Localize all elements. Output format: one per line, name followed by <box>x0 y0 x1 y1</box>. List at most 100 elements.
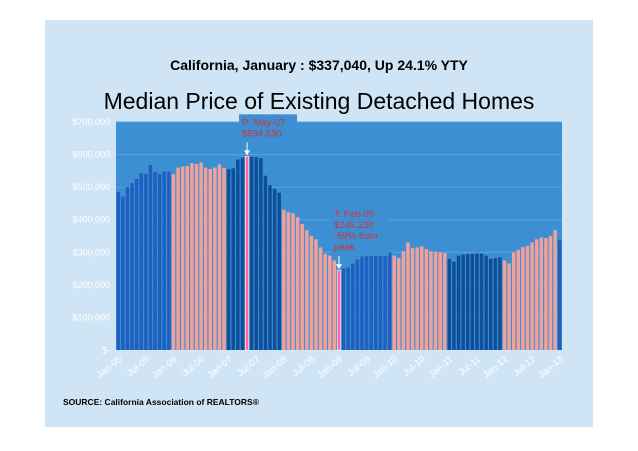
bar <box>511 252 516 350</box>
bar <box>557 240 562 350</box>
bar <box>433 251 438 350</box>
y-axis: $- $100,000 $200,000 $300,000 $400,000 $500,0… <box>72 117 110 355</box>
annotations: P: May-07$594,530 T: Feb-09$245,230-59% f… <box>239 114 389 270</box>
x-tick-label: Jan-13 <box>536 354 565 381</box>
bar <box>190 163 194 350</box>
bar <box>534 239 539 350</box>
bar <box>401 251 406 350</box>
annotation-text: -59% from <box>334 231 378 242</box>
bar <box>249 156 254 350</box>
bar <box>539 237 544 350</box>
bar <box>429 251 433 350</box>
annotation-text: $245,230 <box>334 220 374 231</box>
bar <box>475 253 479 350</box>
bar <box>217 164 222 350</box>
bar <box>300 223 304 350</box>
bar <box>323 253 327 350</box>
annotation-box <box>239 114 298 143</box>
chart-subtitle: California, January : $337,040, Up 24.1%… <box>170 57 468 73</box>
bar <box>328 255 332 350</box>
y-tick-label: $600,000 <box>72 150 110 160</box>
x-tick-label: Jan-08 <box>260 354 289 381</box>
x-tick-label: Jan-06 <box>150 354 179 381</box>
annotation-text: P: May-07 <box>242 117 285 128</box>
bar <box>351 263 355 350</box>
bar <box>484 255 488 350</box>
annotation-arrowhead <box>244 150 251 156</box>
annotation-text: peak <box>334 242 355 253</box>
x-tick-label: Jul-06 <box>180 354 207 379</box>
bar <box>208 168 213 350</box>
bar <box>502 260 507 350</box>
bar <box>153 172 157 350</box>
bar <box>226 169 231 350</box>
bar <box>277 192 281 350</box>
bar <box>461 254 465 350</box>
x-tick-label: Jan-07 <box>205 354 234 381</box>
x-tick-label: Jan-10 <box>371 354 400 381</box>
bar <box>259 158 263 350</box>
bar <box>369 252 373 350</box>
bar <box>213 167 217 350</box>
bar <box>488 258 493 350</box>
bar <box>167 171 171 350</box>
bar <box>530 242 534 350</box>
y-tick-label: $100,000 <box>72 312 110 322</box>
annotation-text: $594,530 <box>242 128 282 139</box>
x-tick-label: Jul-05 <box>125 354 152 379</box>
bar <box>424 249 429 350</box>
bar <box>318 247 323 350</box>
bar <box>171 174 176 350</box>
bar <box>263 175 268 350</box>
bar <box>116 192 121 350</box>
bar <box>447 258 452 350</box>
bar <box>180 166 185 350</box>
highlight-bar <box>336 269 342 351</box>
y-tick-label: $400,000 <box>72 215 110 225</box>
bar <box>125 187 130 350</box>
bar <box>383 251 387 350</box>
bar <box>162 171 167 350</box>
bar <box>222 167 226 350</box>
bar <box>157 174 162 350</box>
bar <box>443 252 447 350</box>
annotation-arrowhead <box>336 264 342 270</box>
bar <box>254 157 258 350</box>
bar <box>314 239 318 350</box>
bar <box>305 230 309 350</box>
bar <box>148 164 153 350</box>
bar <box>199 162 203 350</box>
source-note: SOURCE: California Association of REALTO… <box>63 397 259 407</box>
bar <box>332 260 337 350</box>
bar <box>291 213 295 350</box>
bar <box>456 255 461 350</box>
x-tick-label: Jul-07 <box>235 354 262 379</box>
y-tick-label: $200,000 <box>72 280 110 290</box>
chart-title: Median Price of Existing Detached Homes <box>103 88 535 114</box>
x-tick-label: Jul-10 <box>401 354 428 379</box>
y-tick-label: $- <box>102 345 110 355</box>
bar <box>346 267 350 350</box>
bar <box>378 252 383 350</box>
bar <box>410 248 415 350</box>
bar <box>236 159 240 350</box>
bar <box>397 258 401 350</box>
bar <box>341 268 346 350</box>
bar <box>387 252 392 350</box>
highlight-bar <box>244 156 250 351</box>
bar <box>516 249 521 350</box>
bar <box>240 157 245 350</box>
bar <box>465 254 470 350</box>
x-tick-label: Jul-09 <box>346 354 373 379</box>
bar <box>452 261 456 350</box>
x-tick-label: Jul-11 <box>457 354 483 379</box>
bar <box>309 236 314 350</box>
bar <box>268 185 272 350</box>
bar <box>121 196 125 350</box>
bar <box>355 259 360 350</box>
x-tick-label: Jan-09 <box>316 354 345 381</box>
x-tick-label: Jan-11 <box>426 354 455 381</box>
bar <box>134 179 139 350</box>
